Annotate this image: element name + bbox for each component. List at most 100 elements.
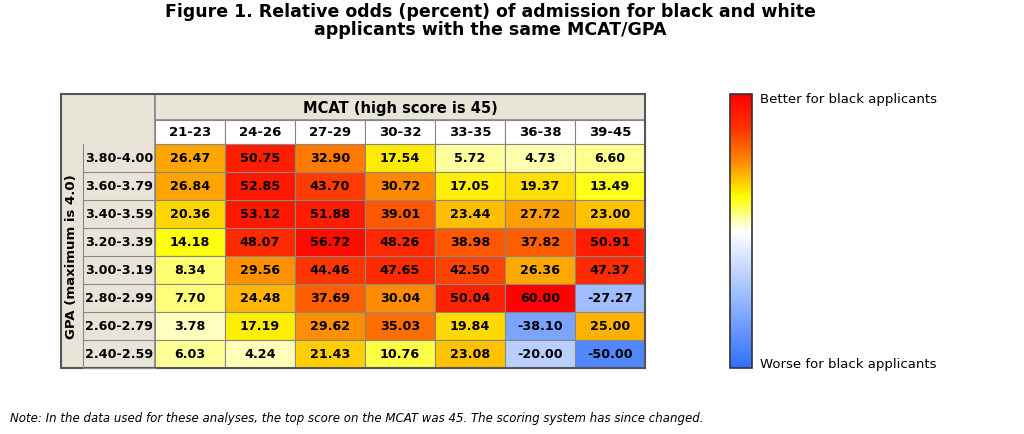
Bar [730,235,752,236]
Bar [730,214,752,215]
Bar [225,173,295,201]
Bar [730,361,752,363]
Bar [730,184,752,185]
Bar [730,336,752,337]
Bar [730,239,752,240]
Bar [730,232,752,233]
Bar [730,271,752,273]
Text: 23.08: 23.08 [450,348,490,361]
Bar [730,246,752,247]
Bar [365,284,435,312]
Bar [61,95,645,368]
Bar [365,312,435,340]
Bar [435,201,505,228]
Bar [730,145,752,146]
Bar [155,312,225,340]
Bar [730,104,752,106]
Bar [730,275,752,276]
Bar [730,115,752,117]
Bar [730,174,752,176]
Bar [730,151,752,152]
Text: 39-45: 39-45 [589,126,631,139]
Bar [730,343,752,345]
Bar [730,192,752,193]
Bar [730,329,752,330]
Bar [295,201,365,228]
Bar [155,121,225,145]
Text: 19.84: 19.84 [450,320,490,333]
Bar [730,335,752,336]
Bar [435,121,505,145]
Bar [730,139,752,140]
Bar [730,310,752,312]
Text: 21.43: 21.43 [310,348,350,361]
Bar [730,127,752,128]
Text: 30.72: 30.72 [380,180,420,193]
Bar [730,135,752,136]
Text: 23.00: 23.00 [590,208,630,221]
Bar [730,288,752,290]
Bar [730,201,752,202]
Bar [730,282,752,283]
Bar [730,365,752,366]
Text: 7.70: 7.70 [174,292,206,305]
Bar [730,98,752,99]
Bar [730,157,752,158]
Text: 25.00: 25.00 [590,320,630,333]
Bar [730,237,752,238]
Bar [730,181,752,182]
Text: 4.24: 4.24 [244,348,275,361]
Text: 47.37: 47.37 [590,264,630,277]
Bar [575,284,645,312]
Bar [730,138,752,139]
Bar [730,117,752,118]
Bar [730,178,752,180]
Bar [730,132,752,134]
Bar [730,238,752,240]
Bar [730,148,752,149]
Text: 6.60: 6.60 [595,152,626,165]
Text: 60.00: 60.00 [520,292,560,305]
Bar [730,360,752,362]
Bar [575,121,645,145]
Bar [730,349,752,351]
Text: 17.05: 17.05 [450,180,490,193]
Bar [435,173,505,201]
Text: 29.62: 29.62 [310,320,350,333]
Bar [730,224,752,225]
Text: 3.80-4.00: 3.80-4.00 [85,152,154,165]
Bar [730,175,752,177]
Bar [730,296,752,298]
Text: 50.75: 50.75 [240,152,281,165]
Bar [730,163,752,164]
Bar [295,145,365,173]
Bar [730,330,752,332]
Text: 37.69: 37.69 [310,292,350,305]
Bar [730,337,752,338]
Bar [730,252,752,253]
Bar [730,319,752,320]
Bar [730,180,752,181]
Bar [225,284,295,312]
Bar [155,256,225,284]
Bar [730,126,752,128]
Bar [730,159,752,161]
Bar [730,134,752,135]
Bar [730,338,752,339]
Bar [730,254,752,255]
Bar [730,164,752,166]
Bar [730,186,752,188]
Bar [730,207,752,209]
Bar [730,366,752,367]
Bar [730,283,752,284]
Bar [730,351,752,353]
Bar [730,352,752,354]
Bar [730,299,752,301]
Bar [730,162,752,163]
Bar [730,103,752,105]
Text: 29.56: 29.56 [240,264,280,277]
Bar [365,256,435,284]
Bar [730,344,752,345]
Bar [730,204,752,206]
Bar [730,268,752,270]
